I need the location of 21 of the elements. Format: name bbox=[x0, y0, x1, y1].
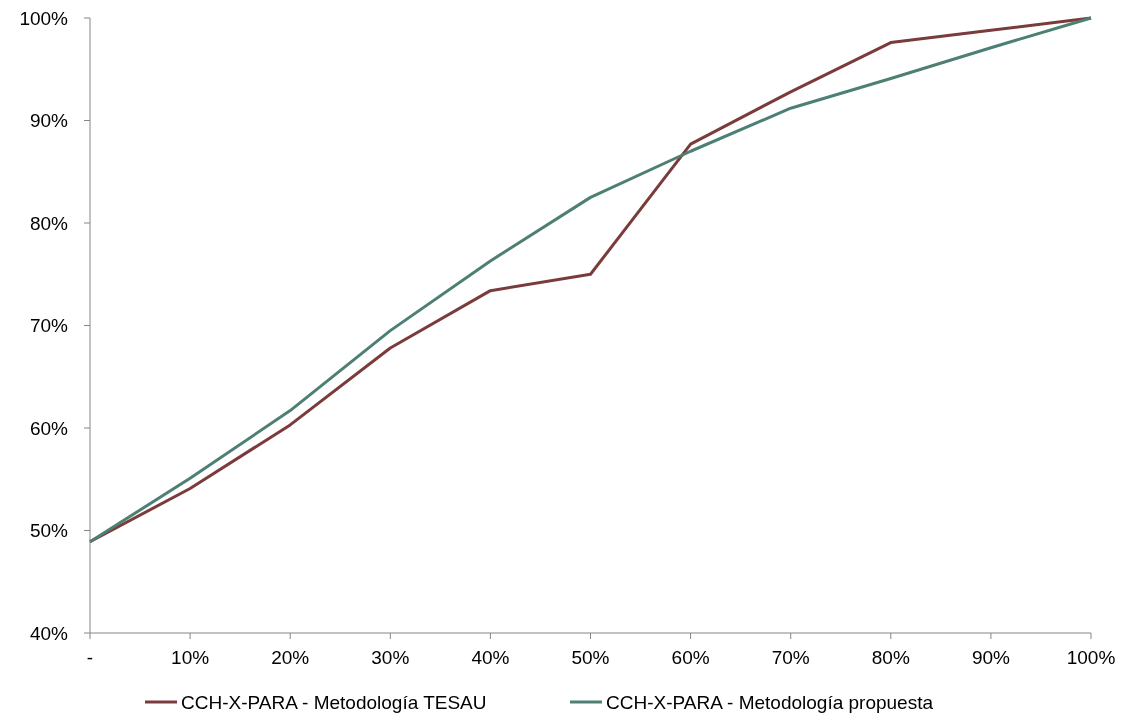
y-tick-label: 70% bbox=[29, 315, 69, 337]
x-tick-label: 10% bbox=[171, 647, 210, 668]
legend-label: CCH-X-PARA - Metodología propuesta bbox=[606, 691, 934, 713]
x-tick-label: 30% bbox=[371, 647, 410, 668]
x-tick-label: 80% bbox=[871, 647, 910, 668]
y-tick-label: 40% bbox=[29, 622, 69, 644]
y-tick-label: 90% bbox=[29, 110, 69, 132]
y-tick-label: 80% bbox=[29, 212, 69, 234]
y-tick-label: 60% bbox=[29, 417, 69, 439]
x-tick-label: 50% bbox=[571, 647, 610, 668]
x-tick-label: 40% bbox=[471, 647, 510, 668]
x-tick-label: 90% bbox=[971, 647, 1011, 668]
x-tick-label: 20% bbox=[271, 647, 310, 668]
x-tick-label: 100% bbox=[1066, 647, 1116, 668]
x-tick-label: 60% bbox=[671, 647, 710, 668]
legend-label: CCH-X-PARA - Metodología TESAU bbox=[181, 691, 487, 713]
x-tick-label: 70% bbox=[771, 647, 810, 668]
x-tick-label: - bbox=[86, 647, 94, 668]
y-tick-label: 100% bbox=[19, 7, 69, 29]
line-series bbox=[88, 16, 1093, 544]
y-tick-label: 50% bbox=[29, 520, 69, 542]
